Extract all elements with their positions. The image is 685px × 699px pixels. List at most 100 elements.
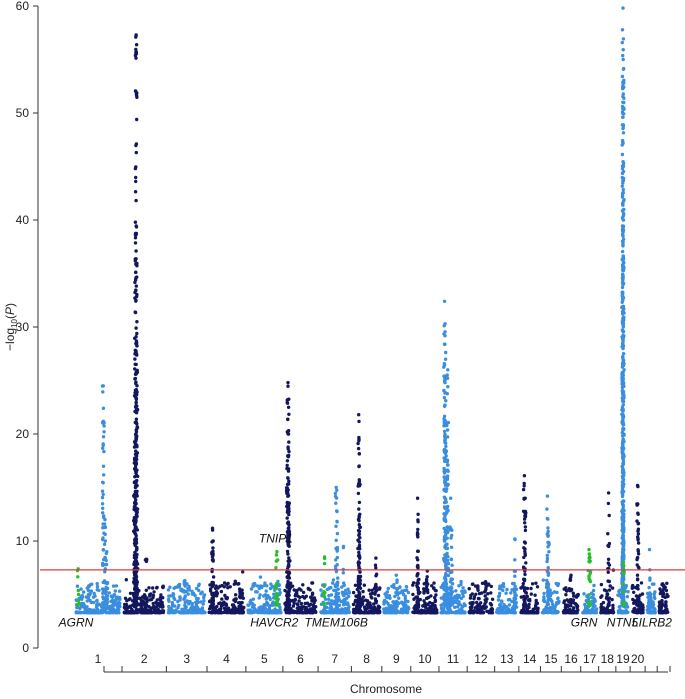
peak-column-point bbox=[135, 368, 139, 372]
peak-column-point bbox=[211, 602, 216, 606]
peak-column-point bbox=[76, 599, 81, 603]
background-point bbox=[301, 590, 306, 595]
background-point bbox=[270, 610, 274, 614]
background-point bbox=[265, 595, 269, 600]
peak-column-point bbox=[132, 576, 136, 581]
peak-column-point bbox=[145, 598, 149, 602]
peak-column-point bbox=[621, 397, 625, 401]
background-point bbox=[490, 597, 495, 601]
peak-column-point bbox=[132, 501, 137, 505]
background-point bbox=[530, 582, 535, 586]
background-point bbox=[264, 589, 268, 593]
background-point bbox=[155, 585, 159, 590]
peak-column-point bbox=[286, 455, 290, 459]
background-point bbox=[210, 611, 214, 615]
peak-column-point bbox=[335, 603, 339, 607]
background-point bbox=[254, 608, 258, 612]
background-point bbox=[469, 593, 473, 598]
background-point bbox=[462, 602, 466, 606]
peak-column-point bbox=[132, 594, 137, 599]
background-point bbox=[384, 600, 389, 604]
background-point bbox=[174, 609, 178, 613]
peak-column-point bbox=[374, 574, 378, 578]
background-point bbox=[187, 610, 191, 615]
background-point bbox=[664, 610, 669, 615]
background-point bbox=[536, 606, 540, 610]
background-point bbox=[500, 610, 505, 615]
background-point bbox=[490, 607, 495, 612]
background-point bbox=[285, 606, 290, 611]
background-point bbox=[384, 611, 388, 615]
x-tick-label: 15 bbox=[544, 652, 558, 666]
peak-column-point bbox=[620, 224, 625, 228]
peak-column-point bbox=[103, 601, 108, 605]
peak-column-point bbox=[211, 598, 215, 602]
peak-column-point bbox=[450, 563, 454, 567]
peak-column-point bbox=[546, 588, 550, 593]
background-point bbox=[195, 586, 199, 591]
peak-column-point bbox=[637, 597, 641, 601]
peak-column-point bbox=[444, 603, 448, 607]
peak-point bbox=[357, 413, 361, 417]
background-point bbox=[590, 609, 595, 613]
background-point bbox=[430, 584, 434, 588]
peak-point bbox=[621, 164, 626, 169]
background-point bbox=[626, 590, 630, 594]
peak-column-point bbox=[636, 552, 641, 556]
background-point bbox=[353, 583, 358, 587]
background-point bbox=[439, 603, 443, 607]
background-point bbox=[234, 593, 238, 597]
peak-column-point bbox=[322, 584, 326, 588]
background-point bbox=[208, 583, 212, 587]
background-point bbox=[134, 610, 138, 614]
background-point bbox=[240, 591, 245, 596]
peak-column-point bbox=[416, 600, 420, 604]
y-title-suffix: ( bbox=[3, 315, 17, 319]
peak-column-point bbox=[635, 556, 640, 560]
peak-column-point bbox=[445, 474, 450, 478]
background-point bbox=[426, 590, 430, 595]
peak-column-point bbox=[636, 484, 640, 489]
peak-column-point bbox=[182, 590, 186, 594]
peak-point bbox=[286, 405, 291, 409]
peak-column-point bbox=[443, 438, 447, 442]
peak-column-point bbox=[661, 589, 665, 593]
peak-column-point bbox=[621, 201, 625, 205]
background-point bbox=[477, 597, 481, 601]
peak-column-point bbox=[395, 587, 399, 591]
background-point bbox=[117, 589, 122, 593]
peak-column-point bbox=[620, 523, 625, 528]
background-point bbox=[95, 582, 99, 586]
background-point bbox=[107, 611, 111, 615]
peak-column-point bbox=[621, 178, 625, 183]
peak-column-point bbox=[620, 152, 625, 157]
background-point bbox=[319, 588, 323, 592]
background-point bbox=[220, 602, 224, 606]
peak-column-point bbox=[133, 310, 137, 314]
background-point bbox=[463, 589, 467, 593]
peak-column-point bbox=[103, 532, 107, 536]
background-point bbox=[278, 591, 282, 595]
peak-column-point bbox=[287, 544, 291, 548]
background-point bbox=[85, 599, 89, 603]
peak-column-point bbox=[569, 601, 573, 605]
background-point bbox=[128, 591, 133, 595]
background-point bbox=[507, 603, 512, 607]
peak-column-point bbox=[661, 584, 666, 588]
background-point bbox=[183, 603, 187, 608]
background-point bbox=[169, 606, 174, 611]
background-point bbox=[219, 589, 224, 594]
background-point bbox=[305, 601, 310, 605]
peak-column-point bbox=[210, 583, 215, 587]
peak-column-point bbox=[134, 349, 138, 353]
background-point bbox=[213, 606, 218, 610]
background-point bbox=[220, 597, 224, 601]
background-point bbox=[161, 585, 165, 589]
peak-column-point bbox=[285, 590, 289, 594]
background-point bbox=[231, 609, 236, 614]
peak-column-point bbox=[621, 415, 626, 419]
x-tick-label: 11 bbox=[447, 652, 460, 666]
background-point bbox=[496, 598, 501, 602]
peak-column-point bbox=[100, 489, 105, 493]
